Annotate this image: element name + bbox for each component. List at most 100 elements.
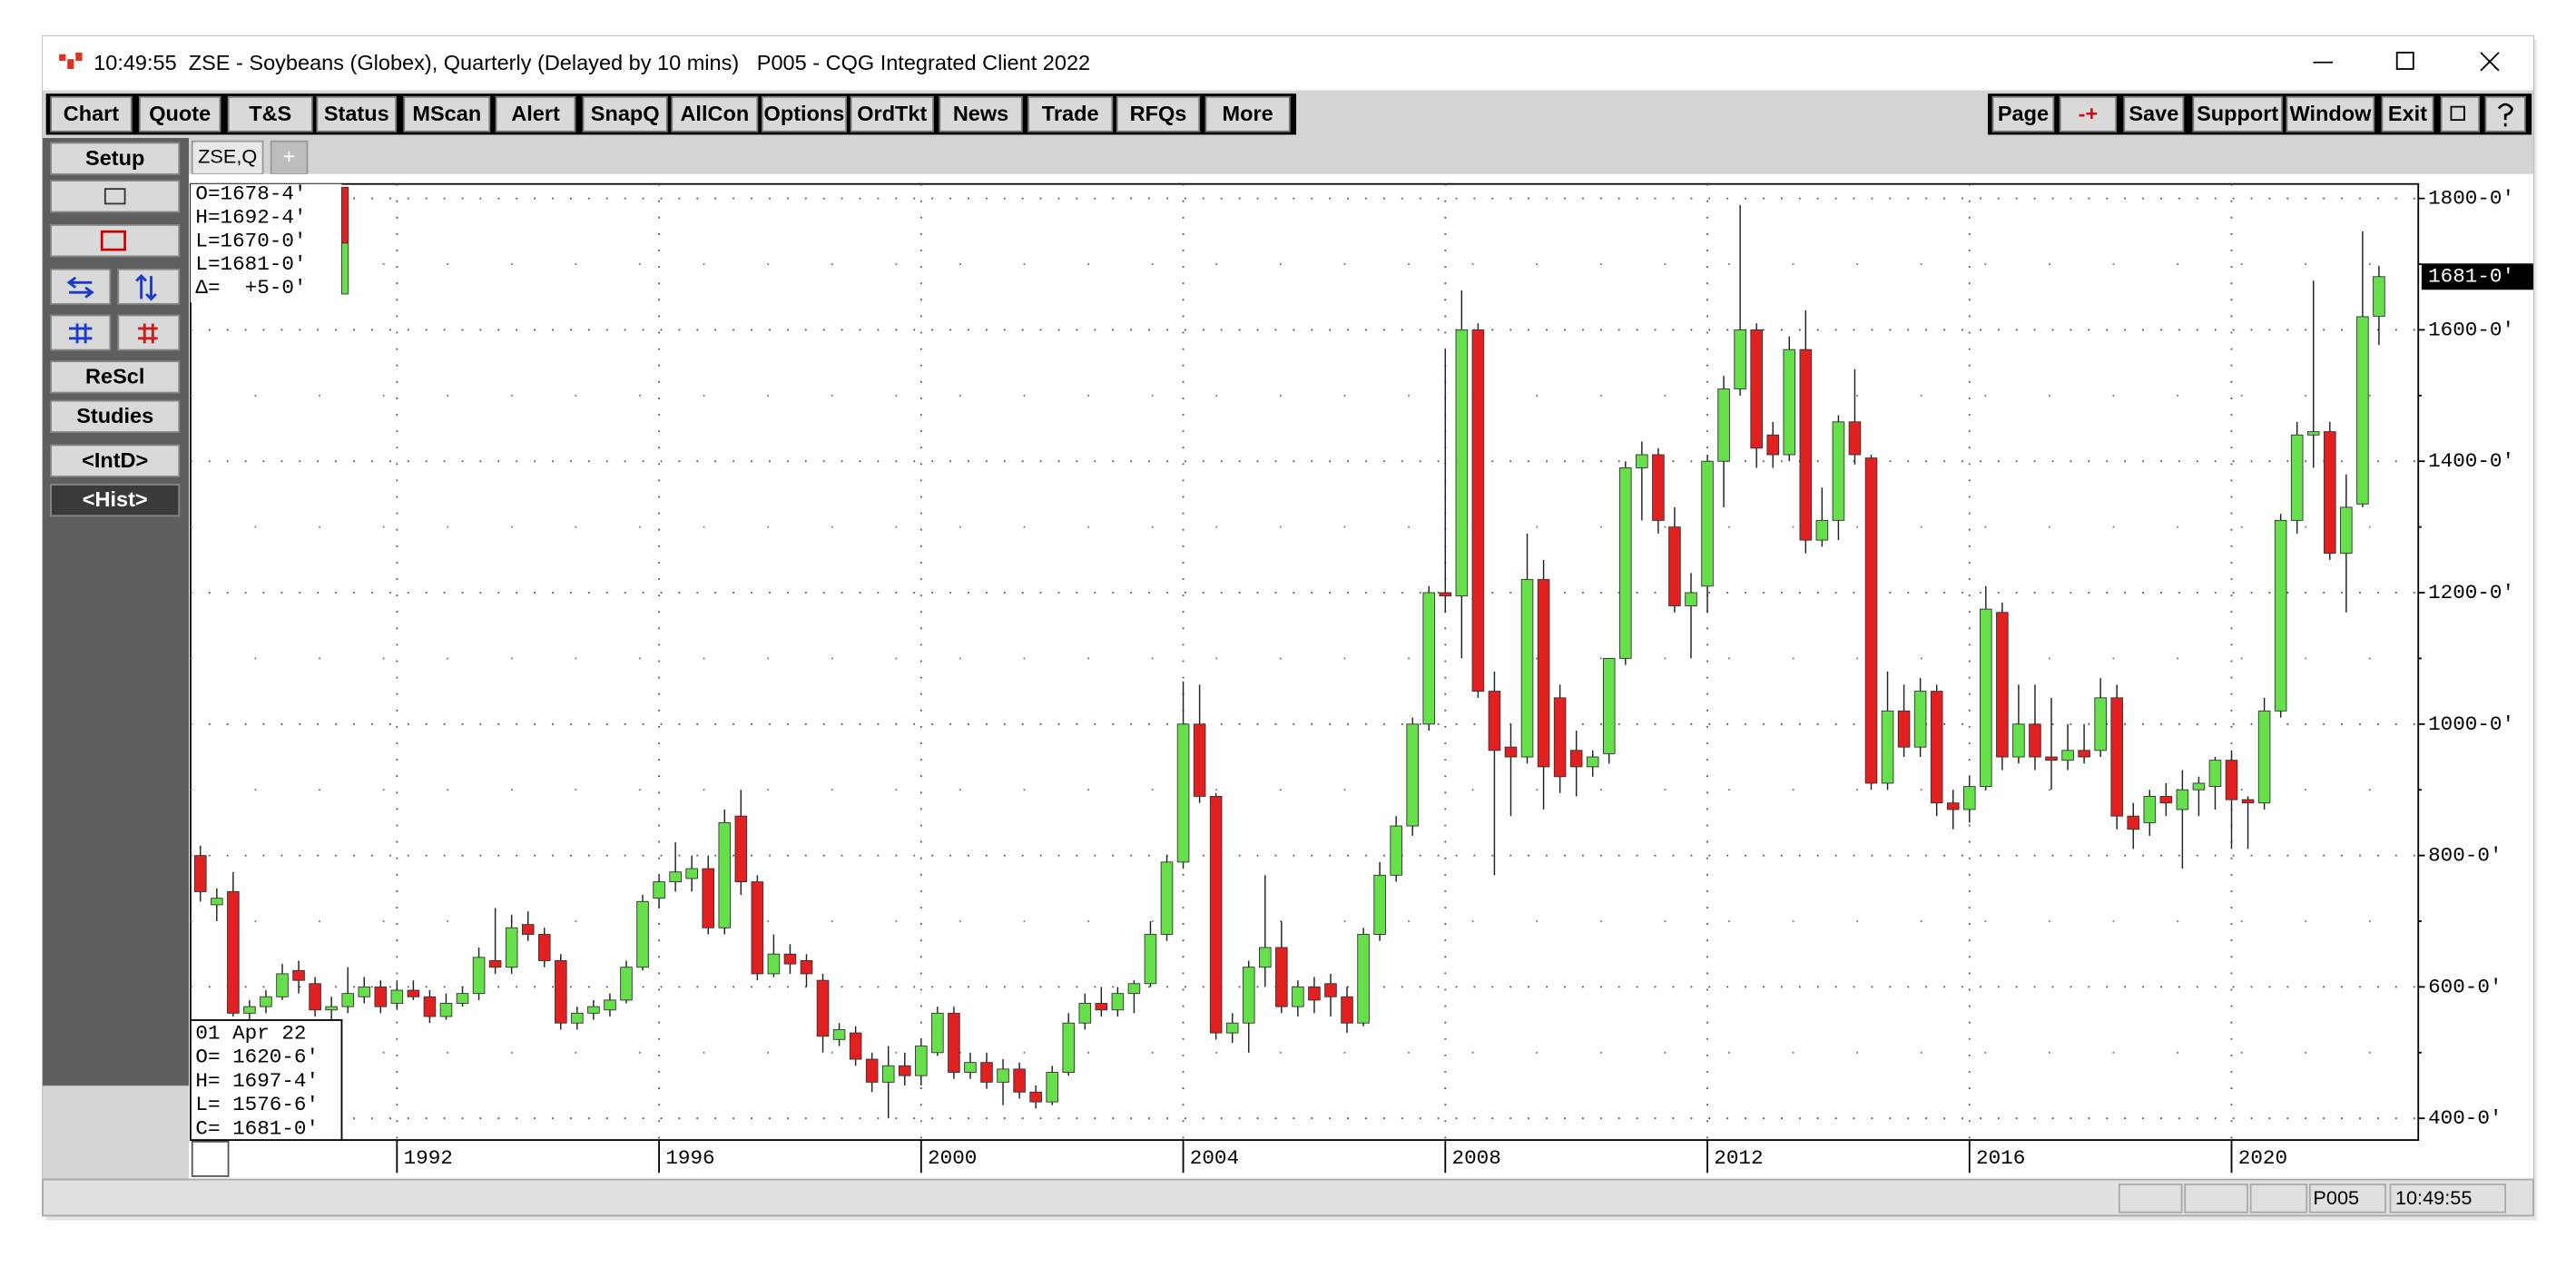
toolbar-button[interactable]	[2192, 95, 2283, 133]
print-button[interactable]	[50, 180, 181, 213]
candle-body	[1930, 691, 1943, 804]
toolbar-label: News	[953, 102, 1008, 125]
candle-body	[702, 868, 715, 928]
restore-button[interactable]	[2440, 95, 2481, 133]
toolbar-button[interactable]	[138, 95, 221, 133]
sidebar-button[interactable]	[50, 360, 181, 394]
candle-body	[620, 967, 633, 1001]
toolbar-button[interactable]	[495, 95, 576, 133]
help-glyph	[2497, 103, 2513, 127]
candle-body	[1537, 579, 1550, 768]
toolbar-label: Chart	[64, 102, 120, 125]
candle-body	[1046, 1072, 1058, 1103]
candle-body	[1980, 608, 1992, 788]
toolbar-label: Page	[1998, 102, 2049, 125]
x-tick-label: 2012	[1714, 1146, 1763, 1170]
x-tick-label: 1996	[665, 1146, 714, 1170]
sidebar-button[interactable]	[50, 484, 181, 517]
candle-body	[1193, 723, 1206, 797]
candle-body	[571, 1012, 584, 1024]
sidebar-label: Setup	[85, 146, 144, 170]
candle-body	[1815, 519, 1829, 541]
toolbar-button[interactable]	[227, 95, 313, 133]
candle-body	[1406, 723, 1419, 827]
sidebar-button[interactable]	[50, 444, 181, 477]
candle-body	[1504, 746, 1518, 758]
tab-label: ZSE,Q	[198, 144, 257, 167]
icon-dot	[67, 59, 74, 70]
toolbar-button[interactable]	[1027, 95, 1114, 133]
toolbar-button[interactable]	[2286, 95, 2375, 133]
tab-bar	[189, 138, 2533, 174]
scroll-button[interactable]	[117, 268, 181, 305]
toolbar-button[interactable]	[1991, 95, 2055, 133]
candle-body	[341, 993, 354, 1007]
candle-body	[2061, 750, 2074, 761]
ohlc-legend-text: Δ= +5-0'	[195, 276, 306, 300]
toolbar-label: OrdTkt	[857, 102, 927, 125]
sidebar-buttons: Setup ReScl Studies <IntD> <Hist>	[50, 142, 181, 517]
candle-body	[1996, 612, 2009, 758]
candle-body	[1341, 996, 1353, 1024]
toolbar-button[interactable]	[2381, 95, 2434, 133]
sidebar-button[interactable]	[50, 399, 181, 433]
zoom-button[interactable]	[117, 314, 181, 351]
candle-body	[2110, 697, 2123, 817]
toolbar-button[interactable]	[582, 95, 668, 133]
toolbar-button[interactable]	[403, 95, 491, 133]
corner-box	[191, 1140, 230, 1177]
candle-body	[276, 973, 289, 997]
toolbar-button[interactable]	[761, 95, 848, 133]
candle-body	[1832, 421, 1845, 521]
toolbar-button[interactable]	[50, 95, 133, 133]
ohlc-legend-box	[190, 183, 342, 303]
candle-body	[2356, 316, 2369, 505]
candle-body	[1848, 421, 1862, 456]
toolbar-button[interactable]	[2059, 95, 2118, 133]
export-button[interactable]	[50, 224, 181, 258]
maximize-button[interactable]	[2395, 52, 2414, 70]
toolbar-button[interactable]	[671, 95, 759, 133]
candle-body	[2078, 750, 2090, 758]
toolbar-button[interactable]	[1204, 95, 1291, 133]
last-price-tag	[2421, 263, 2533, 290]
candle-body	[1111, 993, 1125, 1011]
candle-body	[521, 924, 535, 935]
candle-body	[1520, 579, 1534, 758]
candle-body	[1013, 1068, 1026, 1093]
candle-body	[1750, 329, 1763, 449]
restore-glyph	[2450, 105, 2465, 122]
mini-bar	[341, 242, 349, 295]
candle-body	[669, 871, 682, 883]
sidebar-button[interactable]	[50, 142, 181, 175]
toolbar-label: RFQs	[1130, 102, 1187, 125]
sidebar-bottom	[43, 1085, 190, 1180]
candle-body	[439, 1003, 453, 1017]
candle-body	[734, 815, 748, 883]
scroll-button[interactable]	[50, 268, 112, 305]
tab[interactable]	[191, 140, 264, 175]
candle-body	[964, 1062, 977, 1073]
toolbar-button[interactable]	[316, 95, 398, 133]
candle-body	[309, 983, 321, 1011]
close-button[interactable]	[2480, 52, 2500, 72]
bar-info-box	[190, 1019, 343, 1141]
candle-body	[2306, 431, 2320, 436]
candles	[193, 204, 2385, 1119]
sidebar-label: <Hist>	[83, 487, 148, 511]
add-tab-button[interactable]	[270, 140, 309, 175]
candle-body	[948, 1012, 960, 1073]
zoom-glyph	[138, 323, 158, 344]
toolbar-button[interactable]	[939, 95, 1023, 133]
plot-area	[190, 182, 2420, 1141]
zoom-button[interactable]	[50, 314, 112, 351]
status-time: 10:49:55	[2395, 1186, 2472, 1209]
candle-body	[685, 868, 698, 879]
toolbar-button[interactable]	[850, 95, 934, 133]
toolbar-button[interactable]	[2123, 95, 2185, 133]
grid	[190, 183, 2419, 1141]
toolbar-button[interactable]	[1116, 95, 1201, 133]
candle-body	[2324, 431, 2336, 555]
candle-body	[1127, 983, 1141, 995]
